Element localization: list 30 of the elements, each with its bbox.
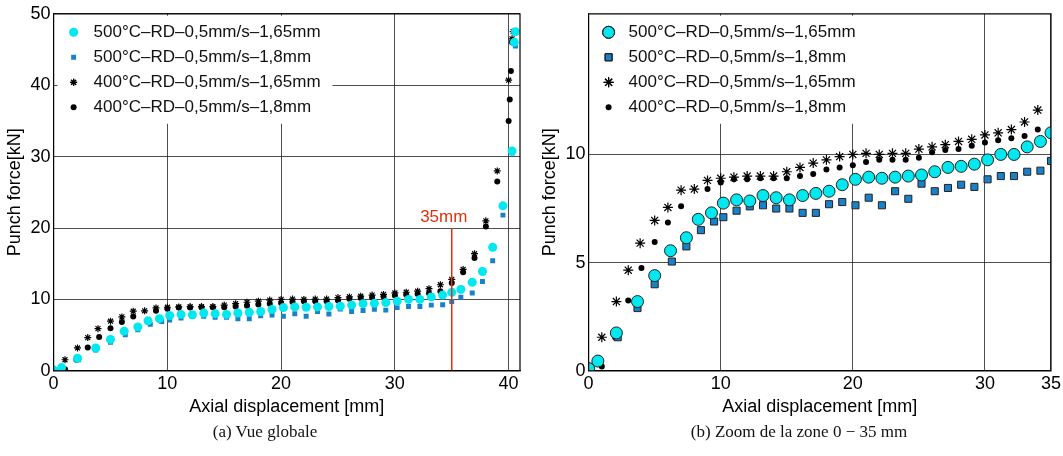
legend-label: 400°C–RD–0,5mm/s–1,65mm bbox=[628, 71, 856, 91]
text: (a) Vue globale bbox=[211, 422, 319, 442]
y-axis-title: Punch force[kN] bbox=[3, 128, 24, 257]
ref-line-label: 35mm bbox=[420, 207, 468, 227]
x-tick-label: 40 bbox=[498, 372, 519, 393]
x-tick-label: 10 bbox=[157, 372, 178, 393]
text: (b) Zoom de la zone 0 − 35 mm bbox=[689, 422, 909, 442]
x-tick-label: 20 bbox=[271, 372, 292, 393]
y-tick-label: 10 bbox=[30, 288, 51, 309]
x-axis-title: Axial displacement [mm] bbox=[189, 396, 385, 417]
y-axis-title: Punch force[kN] bbox=[538, 128, 559, 257]
x-tick-label: 10 bbox=[710, 372, 731, 393]
y-tick-label: 50 bbox=[30, 2, 51, 23]
y-tick-label: 5 bbox=[575, 251, 586, 272]
legend-label: 500°C–RD–0,5mm/s–1,65mm bbox=[93, 21, 321, 41]
y-tick-label: 30 bbox=[30, 145, 51, 166]
y-tick-label: 20 bbox=[30, 216, 51, 237]
legend-label: 500°C–RD–0,5mm/s–1,8mm bbox=[93, 46, 312, 66]
y-tick-label: 40 bbox=[30, 74, 51, 95]
x-axis-title: Axial displacement [mm] bbox=[722, 396, 918, 417]
legend-label: 400°C–RD–0,5mm/s–1,65mm bbox=[93, 71, 321, 91]
legend-label: 500°C–RD–0,5mm/s–1,8mm bbox=[628, 46, 847, 66]
y-tick-label: 10 bbox=[565, 143, 586, 164]
legend-label: 500°C–RD–0,5mm/s–1,65mm bbox=[628, 21, 856, 41]
legend-label: 400°C–RD–0,5mm/s–1,8mm bbox=[93, 96, 312, 116]
x-tick-label: 30 bbox=[974, 372, 995, 393]
legend-label: 400°C–RD–0,5mm/s–1,8mm bbox=[628, 96, 847, 116]
x-tick-label: 20 bbox=[842, 372, 863, 393]
x-tick-label: 30 bbox=[384, 372, 405, 393]
x-tick-label: 35 bbox=[1040, 372, 1061, 393]
